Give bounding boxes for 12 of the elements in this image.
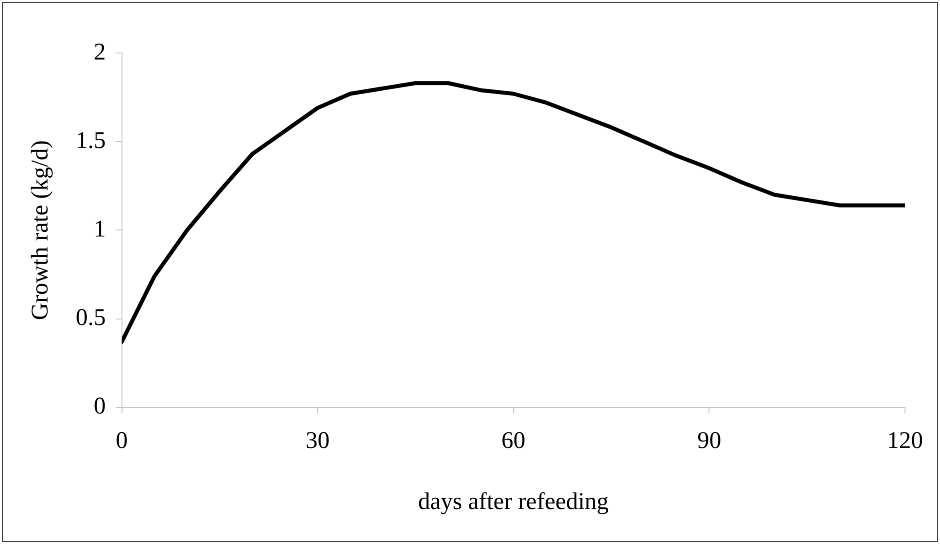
y-tick-label: 1.5 [76,128,106,154]
y-tick-label: 2 [94,39,106,66]
x-tick-label: 30 [306,428,330,454]
y-axis-title: Growth rate (kg/d) [28,140,54,320]
x-tick-label: 90 [697,428,722,454]
x-tick-label: 120 [887,428,923,454]
y-tick-label: 0.5 [76,305,106,332]
x-tick-label: 60 [501,428,526,454]
x-tick-label: 0 [116,428,128,454]
y-tick-label: 1 [94,216,106,242]
x-axis-title: days after refeeding [418,488,609,515]
y-tick-label: 0 [94,394,106,420]
